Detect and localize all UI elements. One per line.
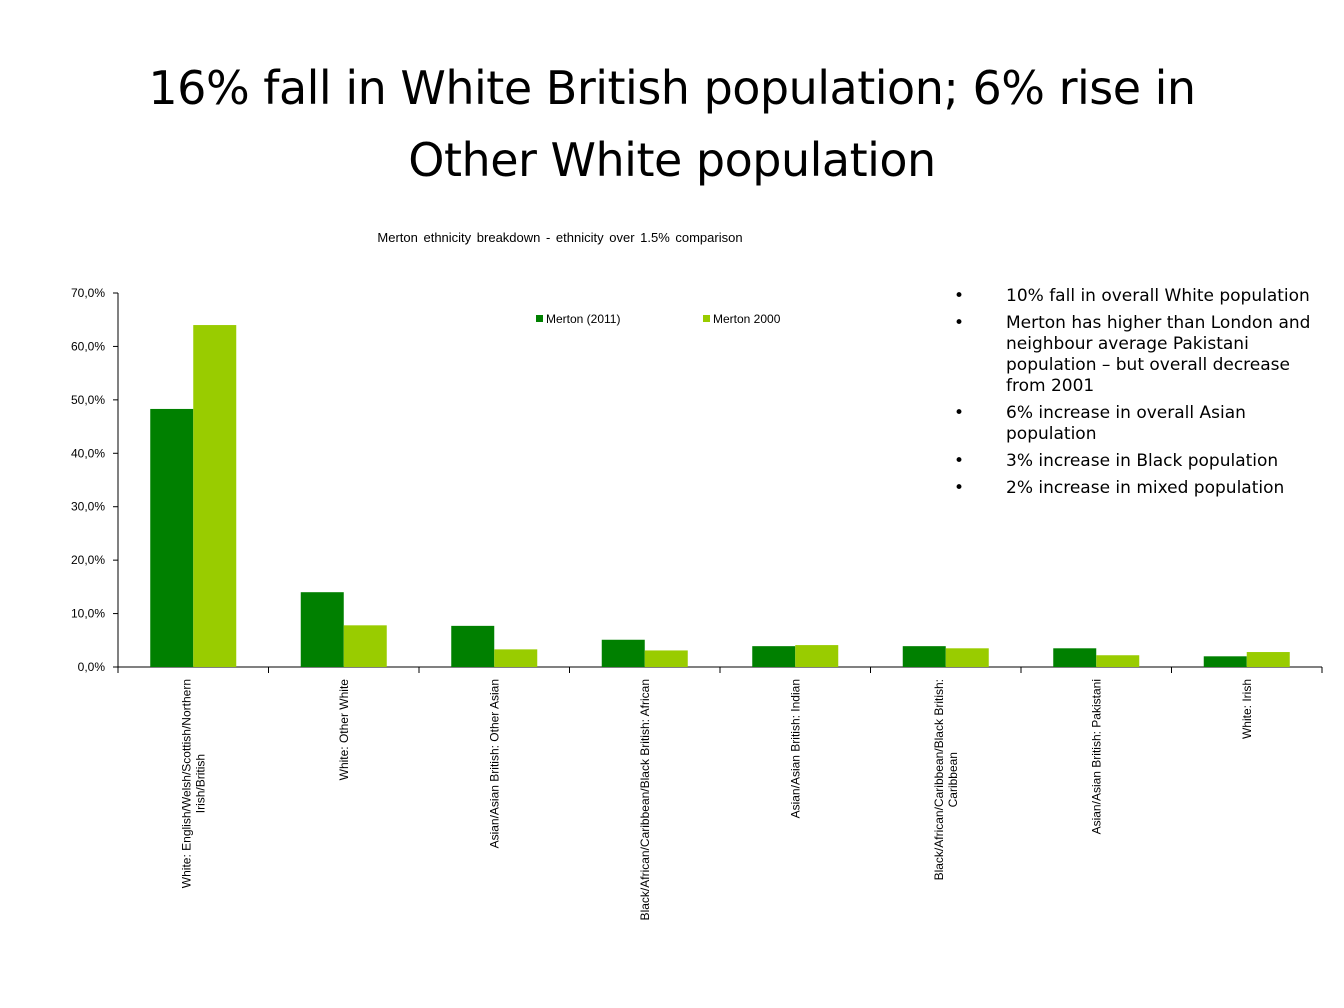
- x-category-label: Asian/Asian British: Pakistani: [1089, 679, 1103, 834]
- x-category-label: White: Other White: [337, 679, 351, 781]
- bar-merton-2000: [193, 325, 237, 667]
- bullet-list: • 10% fall in overall White population • M…: [950, 286, 1330, 505]
- bar-merton-2011: [451, 625, 495, 667]
- bar-merton-2000: [343, 625, 387, 667]
- slide-title-line-2: Other White population: [408, 133, 936, 187]
- bullet-item: • 2% increase in mixed population: [950, 478, 1330, 499]
- legend-label: Merton 2000: [713, 312, 781, 326]
- bullet-item: • 10% fall in overall White population: [950, 286, 1330, 307]
- slide-title-line-1: 16% fall in White British population; 6%…: [148, 61, 1196, 115]
- x-category-label-line: White: Irish: [1240, 679, 1254, 739]
- bullet-dot: •: [954, 403, 965, 423]
- y-tick-label: 0,0%: [78, 660, 106, 674]
- bar-merton-2011: [752, 646, 796, 667]
- bar-merton-2011: [150, 408, 194, 667]
- x-category-label-line: Caribbean: [946, 752, 960, 807]
- bar-merton-2000: [945, 648, 989, 667]
- x-category-label-line: Black/African/Caribbean/Black British: A…: [638, 679, 652, 920]
- x-category-label: Asian/Asian British: Indian: [788, 679, 802, 818]
- x-category-label-line: Black/African/Caribbean/Black British:: [932, 679, 946, 880]
- bullet-text: 3% increase in Black population: [1006, 451, 1279, 471]
- x-category-label-line: Irish/British: [193, 754, 207, 813]
- bar-merton-2011: [1203, 656, 1247, 667]
- bar-merton-2011: [1053, 648, 1097, 667]
- bullet-text: 6% increase in overall Asian population: [1006, 403, 1246, 444]
- bar-merton-2000: [644, 650, 688, 667]
- x-category-label-line: White: English/Welsh/Scottish/Northern: [179, 679, 193, 888]
- bullet-dot: •: [954, 451, 965, 471]
- x-category-label-line: White: Other White: [337, 679, 351, 781]
- y-tick-label: 50,0%: [71, 393, 105, 407]
- legend-swatch: [536, 315, 543, 322]
- bullet-item: • 3% increase in Black population: [950, 451, 1330, 472]
- bullet-item: • 6% increase in overall Asian population: [950, 403, 1330, 445]
- y-tick-label: 60,0%: [71, 339, 105, 353]
- bullet-dot: •: [954, 478, 965, 498]
- bar-merton-2011: [601, 639, 645, 667]
- y-tick-label: 70,0%: [71, 286, 105, 300]
- bullet-dot: •: [954, 313, 965, 333]
- y-tick-label: 40,0%: [71, 446, 105, 460]
- x-category-label-line: Asian/Asian British: Indian: [788, 679, 802, 818]
- bullet-item: • Merton has higher than London and neigh…: [950, 313, 1330, 397]
- x-category-label: Black/African/Caribbean/Black British:Ca…: [932, 679, 960, 880]
- bar-merton-2000: [1246, 652, 1290, 667]
- legend-label: Merton (2011): [546, 312, 620, 326]
- bar-merton-2000: [795, 645, 839, 667]
- y-tick-label: 20,0%: [71, 553, 105, 567]
- bullet-dot: •: [954, 286, 965, 306]
- bullet-text: 2% increase in mixed population: [1006, 478, 1285, 498]
- x-category-label: White: English/Welsh/Scottish/NorthernIr…: [179, 679, 207, 888]
- bar-merton-2000: [494, 649, 538, 667]
- bullet-text: Merton has higher than London and neighb…: [1006, 313, 1311, 396]
- y-tick-label: 30,0%: [71, 500, 105, 514]
- x-category-label: Black/African/Caribbean/Black British: A…: [638, 679, 652, 920]
- x-category-label-line: Asian/Asian British: Other Asian: [487, 679, 501, 848]
- bullet-text: 10% fall in overall White population: [1006, 286, 1310, 306]
- y-tick-label: 10,0%: [71, 607, 105, 621]
- slide-title: 16% fall in White British population; 6%…: [40, 52, 1304, 196]
- bar-merton-2011: [902, 646, 946, 667]
- x-category-label: Asian/Asian British: Other Asian: [487, 679, 501, 848]
- x-category-label: White: Irish: [1240, 679, 1254, 739]
- legend-swatch: [703, 315, 710, 322]
- x-category-label-line: Asian/Asian British: Pakistani: [1089, 679, 1103, 834]
- bar-merton-2011: [300, 592, 344, 667]
- chart-title: Merton ethnicity breakdown - ethnicity o…: [377, 230, 743, 245]
- bar-merton-2000: [1096, 655, 1140, 667]
